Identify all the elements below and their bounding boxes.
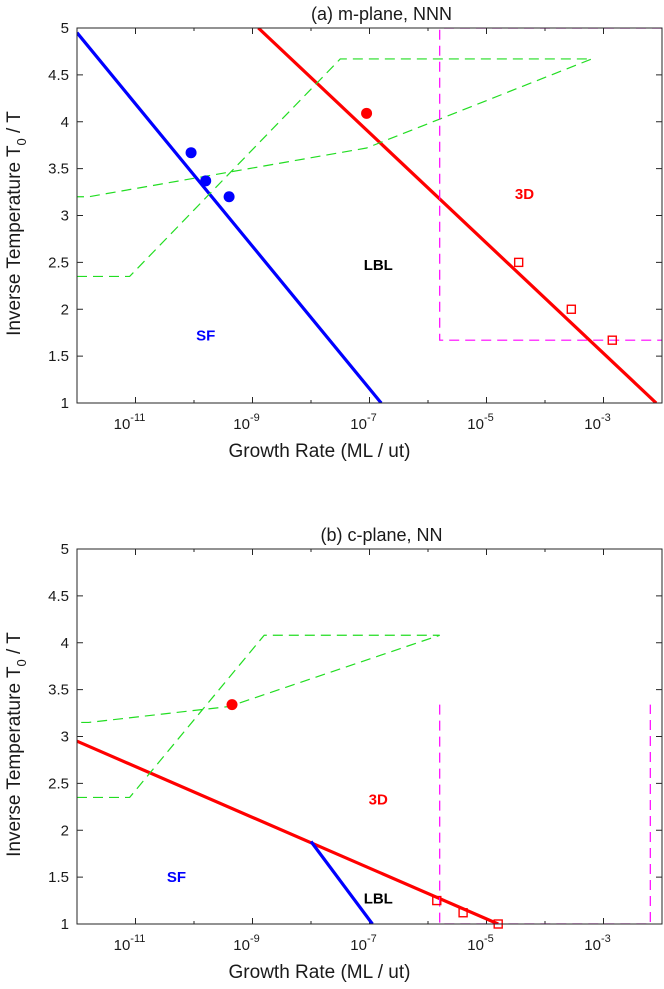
x-tick-exponent: -11	[130, 412, 145, 424]
data-point-square	[566, 304, 577, 314]
x-tick-base: 10	[114, 416, 131, 433]
y-tick-label: 2.5	[48, 775, 69, 792]
x-tick-exponent: -9	[250, 412, 260, 424]
x-tick-label: 10-5	[467, 412, 493, 433]
y-tick-label: 4.5	[48, 588, 69, 605]
y-tick-label: 3	[61, 729, 69, 746]
chart-title: (b) c-plane, NN	[320, 525, 442, 545]
y-axis-label-subscript: 0	[14, 659, 29, 666]
x-tick-label: 10-9	[233, 933, 259, 954]
x-tick-label: 10-5	[467, 933, 493, 954]
plot-background	[77, 28, 662, 403]
y-tick-label: 5	[61, 541, 69, 558]
data-point-circle	[226, 699, 238, 711]
series-dashed-region	[77, 634, 440, 799]
plot-area	[77, 634, 651, 924]
y-axis-label-tail: / T	[4, 632, 25, 659]
x-tick-label: 10-7	[350, 933, 376, 954]
data-point-circle	[223, 191, 235, 203]
chart-title: (a) m-plane, NNN	[311, 4, 452, 24]
x-axis-label: Growth Rate (ML / ut)	[229, 441, 411, 462]
x-tick-exponent: -7	[367, 933, 377, 945]
x-tick-base: 10	[467, 937, 484, 954]
x-tick-label: 10-3	[584, 412, 610, 433]
x-tick-exponent: -3	[601, 933, 611, 945]
y-tick-label: 2	[61, 822, 69, 839]
plot-background	[77, 549, 662, 924]
x-tick-base: 10	[114, 937, 131, 954]
plot-area	[77, 28, 662, 403]
x-tick-base: 10	[350, 416, 367, 433]
y-tick-label: 5	[61, 20, 69, 37]
y-tick-label: 3.5	[48, 682, 69, 699]
plot-frame	[76, 27, 663, 404]
y-tick-label: 2.5	[48, 254, 69, 271]
data-point-circle	[200, 175, 212, 187]
series-line	[77, 739, 499, 924]
x-tick-base: 10	[350, 937, 367, 954]
x-tick-base: 10	[467, 416, 484, 433]
y-tick-label: 4.5	[48, 67, 69, 84]
data-point-square	[607, 335, 617, 345]
y-tick-label: 1	[61, 916, 69, 933]
region-label: SF	[167, 869, 186, 886]
x-axis-label: Growth Rate (ML / ut)	[229, 962, 411, 983]
x-tick-exponent: -11	[130, 933, 145, 945]
region-label: 3D	[369, 791, 388, 808]
y-tick-label: 1.5	[48, 869, 69, 886]
y-axis-label-main: Inverse Temperature T	[4, 666, 25, 857]
y-tick-label: 2	[61, 301, 69, 318]
series-line	[257, 28, 658, 403]
series-line	[77, 31, 383, 403]
y-tick-label: 4	[61, 114, 69, 131]
x-tick-label: 10-3	[584, 933, 610, 954]
x-tick-exponent: -7	[367, 412, 377, 424]
region-label: LBL	[364, 257, 393, 274]
data-point-square	[458, 908, 468, 918]
y-axis-label: Inverse Temperature T0 / T	[4, 111, 29, 336]
x-tick-base: 10	[584, 937, 601, 954]
y-axis-label-main: Inverse Temperature T	[4, 145, 25, 336]
series-dashed-region	[439, 28, 662, 341]
x-tick-base: 10	[233, 937, 250, 954]
x-tick-exponent: -5	[484, 412, 494, 424]
y-axis-label-tail: / T	[4, 111, 25, 138]
y-tick-label: 1.5	[48, 348, 69, 365]
x-tick-base: 10	[233, 416, 250, 433]
x-tick-exponent: -9	[250, 933, 260, 945]
y-tick-label: 1	[61, 395, 69, 412]
x-tick-label: 10-7	[350, 412, 376, 433]
y-tick-label: 3.5	[48, 161, 69, 178]
series-line	[309, 840, 374, 924]
x-tick-exponent: -3	[601, 412, 611, 424]
data-point-square	[432, 895, 442, 906]
plot-frame	[76, 548, 663, 925]
x-tick-label: 10-11	[114, 933, 146, 954]
x-tick-exponent: -5	[484, 933, 494, 945]
x-tick-label: 10-11	[114, 412, 146, 433]
y-axis-label: Inverse Temperature T0 / T	[4, 632, 29, 857]
x-tick-base: 10	[584, 416, 601, 433]
y-axis-label-subscript: 0	[14, 138, 29, 145]
region-label: SF	[196, 328, 215, 345]
y-tick-label: 4	[61, 635, 69, 652]
series-dashed-region	[77, 58, 593, 278]
data-point-circle	[361, 107, 373, 119]
y-tick-label: 3	[61, 208, 69, 225]
x-tick-label: 10-9	[233, 412, 259, 433]
region-label: 3D	[515, 186, 534, 203]
data-point-square	[513, 257, 524, 268]
data-point-circle	[185, 147, 197, 159]
region-label: LBL	[364, 891, 393, 908]
